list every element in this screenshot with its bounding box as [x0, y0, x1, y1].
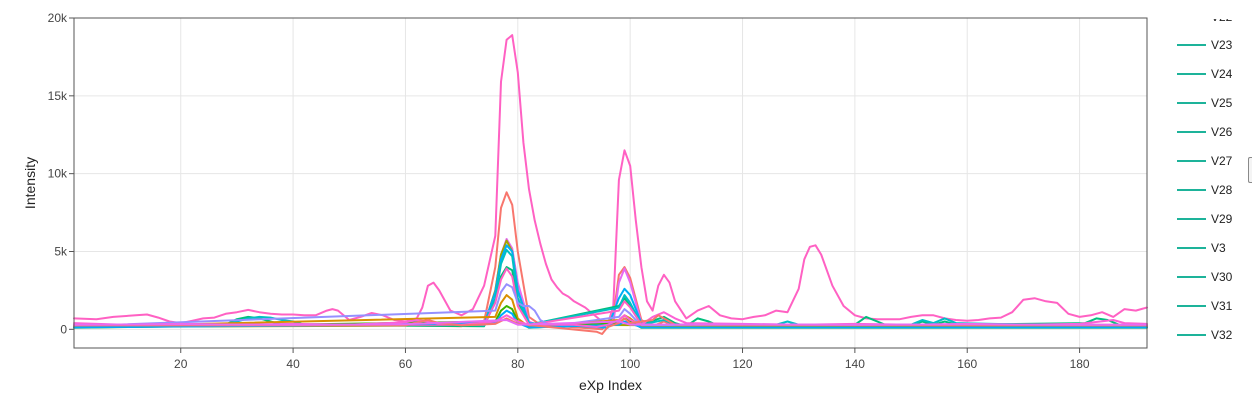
series-line[interactable]	[73, 283, 1148, 328]
x-tick-label: 20	[174, 357, 188, 371]
legend-label: V31	[1211, 299, 1233, 313]
x-tick-label: 60	[399, 357, 413, 371]
axis-ticks: 20 40 60 80 100 120 140 160 180 0 5k 10k 15k 20k	[48, 11, 1090, 371]
plot-frame	[73, 17, 1148, 349]
legend-label: V27	[1211, 154, 1233, 168]
x-tick-label: 40	[286, 357, 300, 371]
legend-item[interactable]: V29	[1177, 212, 1233, 226]
legend-item[interactable]: V24	[1177, 67, 1233, 81]
legend[interactable]: V22 V23 V24 V25 V26 V27 V28 V29 V3 V30 V31 V32	[1177, 10, 1233, 342]
series-line[interactable]	[73, 314, 1148, 335]
legend-label: V32	[1211, 328, 1233, 342]
x-tick-label: 100	[620, 357, 640, 371]
series-line[interactable]	[73, 267, 1148, 326]
y-tick-label: 0	[60, 322, 67, 336]
legend-label: V26	[1211, 125, 1233, 139]
legend-item[interactable]: V32	[1177, 328, 1233, 342]
series-line[interactable]	[73, 319, 1148, 326]
legend-item[interactable]: V25	[1177, 96, 1233, 110]
x-tick-label: 120	[733, 357, 753, 371]
y-tick-label: 20k	[48, 11, 68, 25]
x-tick-label: 80	[511, 357, 525, 371]
legend-label: V23	[1211, 38, 1233, 52]
y-axis-title: Intensity	[22, 157, 38, 209]
legend-item[interactable]: V30	[1177, 270, 1233, 284]
legend-item[interactable]: V26	[1177, 125, 1233, 139]
y-tick-label: 15k	[48, 89, 68, 103]
legend-label: V30	[1211, 270, 1233, 284]
legend-label: V25	[1211, 96, 1233, 110]
legend-item[interactable]: V27	[1177, 154, 1233, 168]
legend-scroll-handle[interactable]	[1248, 157, 1252, 183]
legend-label: V29	[1211, 212, 1233, 226]
x-axis-title: eXp Index	[579, 377, 642, 393]
x-tick-label: 180	[1070, 357, 1090, 371]
legend-label-partial: V22	[1211, 10, 1233, 24]
y-tick-label: 10k	[48, 167, 68, 181]
legend-label: V3	[1211, 241, 1226, 255]
series-line[interactable]	[73, 34, 1148, 326]
y-tick-label: 5k	[54, 244, 68, 258]
x-tick-label: 140	[845, 357, 865, 371]
legend-label: V24	[1211, 67, 1233, 81]
legend-item[interactable]: V31	[1177, 299, 1233, 313]
x-tick-label: 160	[957, 357, 977, 371]
legend-item[interactable]: V28	[1177, 183, 1233, 197]
legend-label: V28	[1211, 183, 1233, 197]
series-lines	[73, 34, 1148, 335]
grid	[74, 17, 1147, 348]
legend-item[interactable]: V23	[1177, 38, 1233, 52]
legend-item[interactable]: V3	[1177, 241, 1226, 255]
